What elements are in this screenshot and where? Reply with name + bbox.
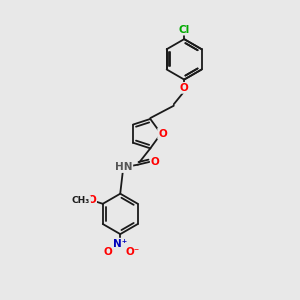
Text: O: O — [103, 247, 112, 257]
Text: Cl: Cl — [178, 25, 190, 34]
Text: O: O — [151, 157, 159, 167]
Text: N⁺: N⁺ — [113, 238, 127, 249]
Text: O⁻: O⁻ — [126, 247, 140, 257]
Text: CH₃: CH₃ — [72, 196, 90, 205]
Text: O: O — [180, 83, 189, 93]
Text: O: O — [158, 129, 167, 139]
Text: O: O — [87, 195, 96, 205]
Text: HN: HN — [115, 162, 132, 172]
